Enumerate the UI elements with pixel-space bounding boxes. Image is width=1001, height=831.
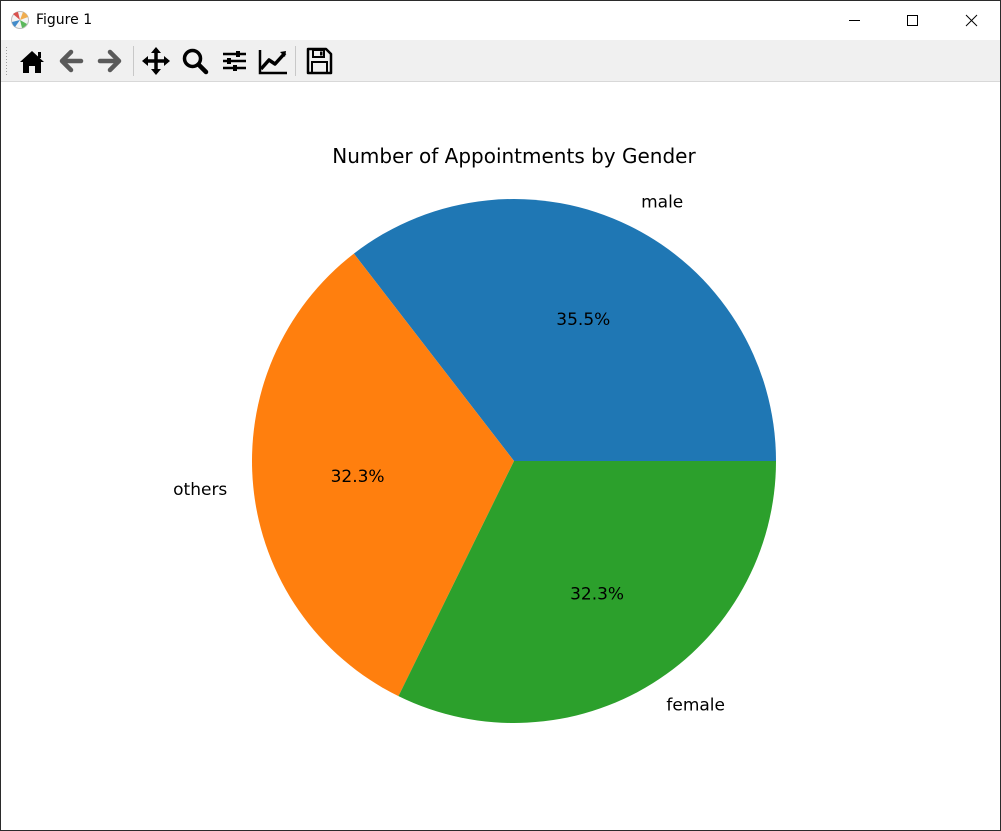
navigation-toolbar [1, 40, 1000, 82]
maximize-button[interactable] [884, 1, 942, 40]
back-button[interactable] [54, 44, 88, 78]
matplotlib-app-icon [11, 11, 29, 29]
zoom-button[interactable] [178, 44, 212, 78]
arrow-right-icon [97, 49, 122, 73]
pie-wedge-female [398, 461, 776, 723]
floppy-disk-icon [306, 47, 333, 75]
save-button[interactable] [302, 44, 336, 78]
pie-wedge-male [353, 198, 776, 461]
pie-percent-label-female: 32.3% [570, 584, 624, 604]
title-bar[interactable]: Figure 1 [1, 1, 1000, 40]
pie-label-male: male [641, 192, 683, 212]
sliders-icon [223, 51, 246, 71]
pie-chart: Number of Appointments by Gender male 35.… [173, 144, 776, 723]
pan-button[interactable] [139, 44, 173, 78]
home-icon [20, 51, 44, 73]
line-chart-icon [258, 50, 287, 75]
close-button[interactable] [942, 1, 1000, 40]
window-title: Figure 1 [36, 12, 93, 28]
chart-title: Number of Appointments by Gender [332, 144, 696, 168]
pie-wedge-others [252, 253, 515, 697]
subplots-button[interactable] [217, 44, 251, 78]
forward-button[interactable] [93, 44, 127, 78]
pie-label-female: female [666, 696, 725, 716]
move-icon [142, 47, 170, 75]
magnifier-icon [182, 48, 209, 75]
home-button[interactable] [15, 44, 49, 78]
pie-label-others: others [173, 480, 227, 500]
toolbar-separator [133, 46, 134, 76]
close-icon [965, 14, 978, 27]
maximize-icon [907, 15, 918, 26]
toolbar-grip [6, 47, 7, 75]
figure-canvas[interactable]: Number of Appointments by Gender male 35.… [1, 82, 1000, 830]
arrow-left-icon [59, 49, 84, 73]
minimize-icon [849, 20, 860, 21]
toolbar-separator [295, 46, 296, 76]
edit-axes-button[interactable] [256, 44, 290, 78]
minimize-button[interactable] [826, 1, 884, 40]
pie-percent-label-others: 32.3% [331, 467, 385, 487]
pie-percent-label-male: 35.5% [556, 310, 610, 330]
